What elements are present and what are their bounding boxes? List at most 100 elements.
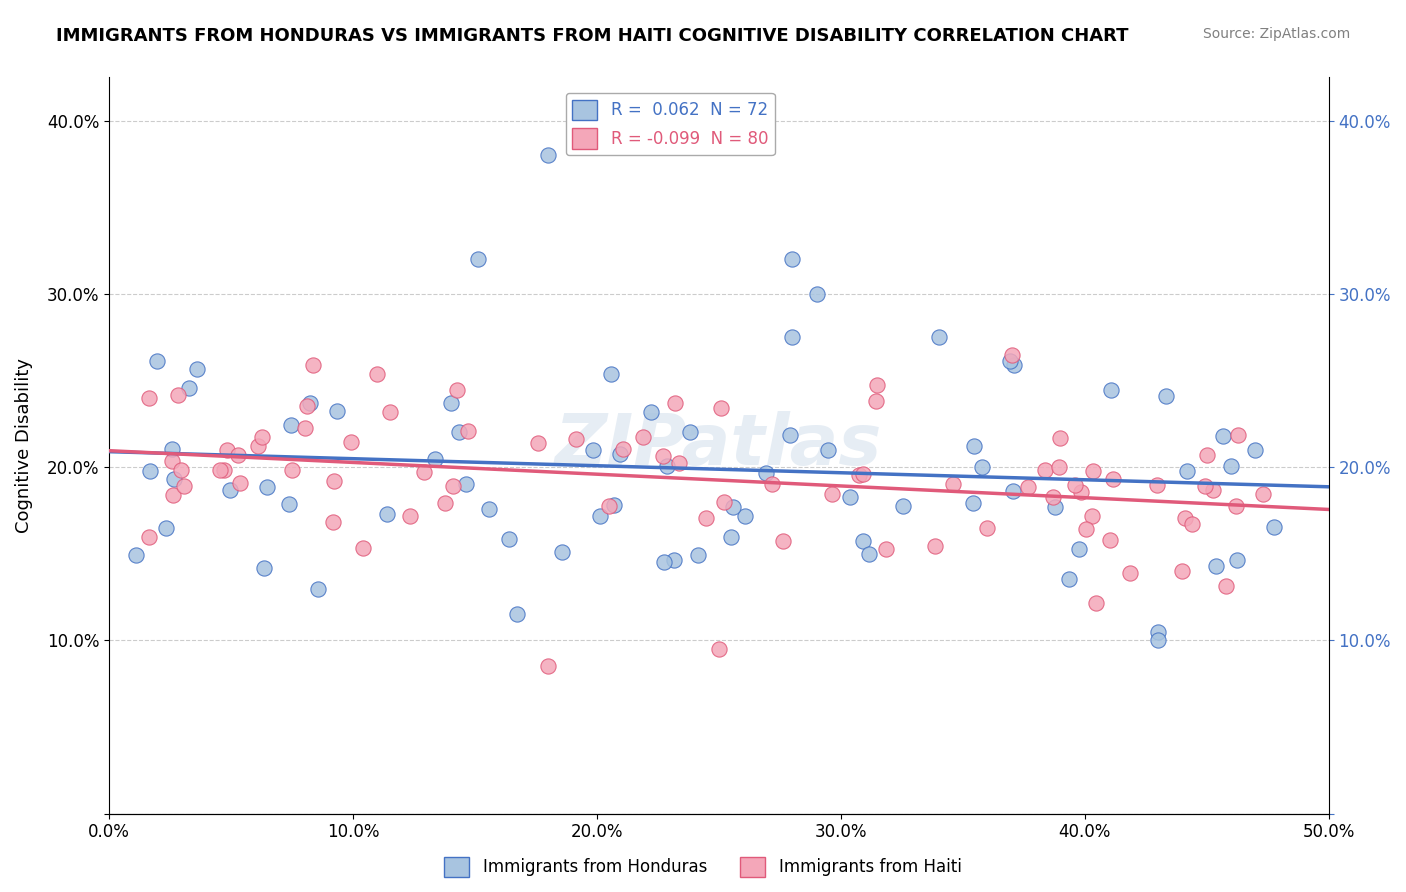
- Point: [734, 509, 756, 524]
- Point: [1063, 478, 1085, 492]
- Point: [467, 252, 489, 266]
- Point: [399, 509, 422, 524]
- Point: [891, 499, 914, 513]
- Point: [707, 642, 730, 657]
- Point: [723, 500, 745, 515]
- Point: [963, 439, 986, 453]
- Point: [865, 393, 887, 408]
- Point: [537, 659, 560, 673]
- Point: [640, 405, 662, 419]
- Point: [603, 498, 626, 512]
- Point: [1074, 523, 1097, 537]
- Point: [780, 252, 803, 267]
- Point: [440, 396, 463, 410]
- Point: [352, 541, 374, 555]
- Point: [1147, 633, 1170, 648]
- Point: [250, 430, 273, 444]
- Point: [582, 442, 605, 457]
- Point: [215, 443, 238, 458]
- Point: [1001, 348, 1024, 362]
- Point: [866, 378, 889, 392]
- Point: [498, 532, 520, 546]
- Point: [326, 404, 349, 418]
- Point: [160, 442, 183, 456]
- Point: [1099, 384, 1122, 398]
- Point: [1171, 564, 1194, 578]
- Text: IMMIGRANTS FROM HONDURAS VS IMMIGRANTS FROM HAITI COGNITIVE DISABILITY CORRELATI: IMMIGRANTS FROM HONDURAS VS IMMIGRANTS F…: [56, 27, 1129, 45]
- Point: [1194, 479, 1216, 493]
- Point: [253, 561, 276, 575]
- Point: [1057, 572, 1080, 586]
- Point: [139, 464, 162, 478]
- Legend: Immigrants from Honduras, Immigrants from Haiti: Immigrants from Honduras, Immigrants fro…: [437, 850, 969, 884]
- Point: [441, 479, 464, 493]
- Point: [838, 491, 860, 505]
- Point: [537, 148, 560, 162]
- Point: [942, 476, 965, 491]
- Point: [651, 449, 673, 463]
- Point: [852, 534, 875, 549]
- Point: [679, 425, 702, 439]
- Point: [1263, 519, 1285, 533]
- Point: [295, 399, 318, 413]
- Point: [340, 435, 363, 450]
- Point: [1119, 566, 1142, 580]
- Point: [163, 472, 186, 486]
- Point: [688, 549, 710, 563]
- Point: [1147, 624, 1170, 639]
- Point: [294, 421, 316, 435]
- Point: [662, 553, 685, 567]
- Point: [138, 391, 160, 405]
- Point: [527, 435, 550, 450]
- Point: [447, 425, 470, 439]
- Point: [166, 388, 188, 402]
- Point: [654, 555, 676, 569]
- Point: [229, 475, 252, 490]
- Point: [695, 511, 717, 525]
- Point: [186, 362, 208, 376]
- Point: [425, 452, 447, 467]
- Point: [1201, 483, 1223, 497]
- Point: [858, 547, 880, 561]
- Point: [564, 432, 586, 446]
- Point: [125, 548, 148, 562]
- Point: [710, 401, 733, 415]
- Point: [1226, 553, 1249, 567]
- Point: [307, 582, 329, 596]
- Point: [755, 467, 778, 481]
- Point: [599, 367, 621, 381]
- Point: [976, 520, 998, 534]
- Point: [322, 475, 344, 489]
- Point: [1002, 359, 1025, 373]
- Point: [1042, 490, 1064, 504]
- Point: [322, 515, 344, 529]
- Y-axis label: Cognitive Disability: Cognitive Disability: [15, 358, 32, 533]
- Point: [160, 454, 183, 468]
- Point: [277, 497, 299, 511]
- Point: [155, 521, 177, 535]
- Point: [657, 459, 679, 474]
- Point: [852, 467, 875, 482]
- Point: [1033, 463, 1056, 477]
- Point: [256, 479, 278, 493]
- Point: [848, 467, 870, 482]
- Text: Source: ZipAtlas.com: Source: ZipAtlas.com: [1202, 27, 1350, 41]
- Point: [1102, 472, 1125, 486]
- Point: [598, 500, 620, 514]
- Point: [1243, 442, 1265, 457]
- Point: [506, 607, 529, 622]
- Point: [177, 381, 200, 395]
- Point: [779, 427, 801, 442]
- Point: [378, 404, 401, 418]
- Point: [962, 495, 984, 509]
- Point: [219, 483, 242, 498]
- Point: [806, 287, 828, 301]
- Point: [1215, 579, 1237, 593]
- Point: [720, 529, 742, 543]
- Text: ZIPatlas: ZIPatlas: [555, 411, 883, 480]
- Point: [772, 533, 794, 548]
- Point: [226, 448, 249, 462]
- Point: [375, 508, 398, 522]
- Point: [1205, 559, 1227, 574]
- Point: [1212, 428, 1234, 442]
